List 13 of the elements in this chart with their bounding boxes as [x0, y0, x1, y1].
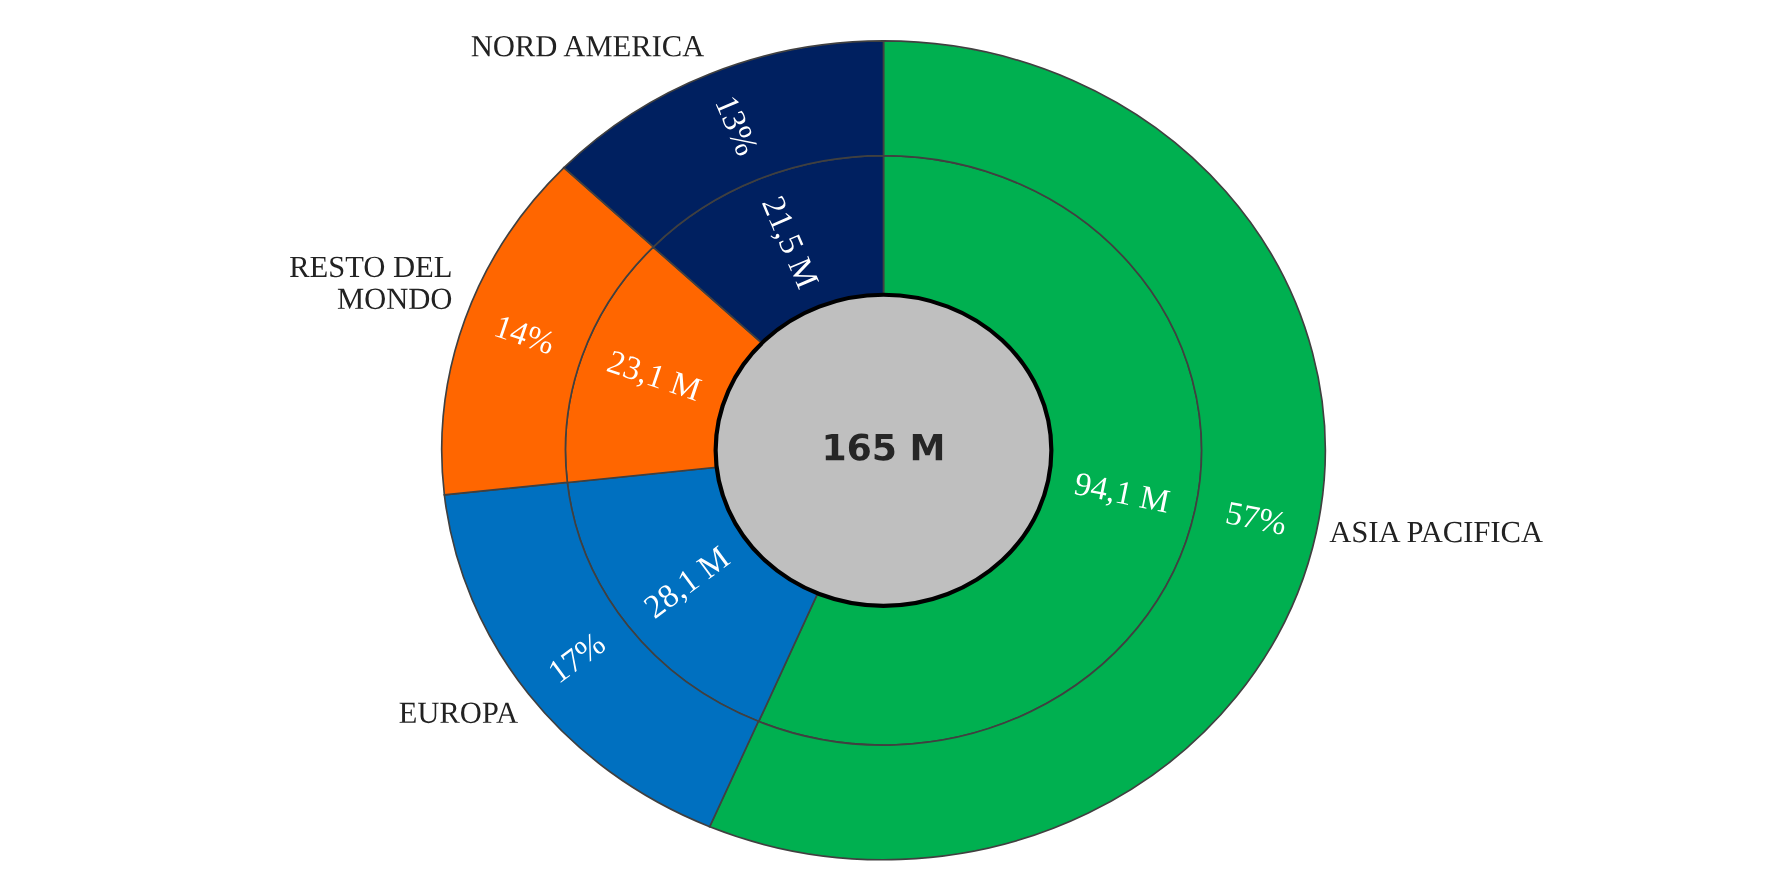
- data-label: 94,1 M: [1072, 472, 1171, 518]
- slice-label: EUROPA: [399, 702, 518, 724]
- data-label: 23,1 M: [604, 349, 703, 406]
- data-label: 57%: [1225, 501, 1288, 536]
- slice-label: ASIA PACIFICA: [1329, 521, 1543, 543]
- data-label: 13%: [715, 95, 759, 158]
- slice-label: RESTO DEL MONDO: [290, 256, 452, 310]
- data-label: 28,1 M: [642, 545, 735, 623]
- data-label: 14%: [494, 315, 557, 355]
- text: 165 M: [825, 433, 943, 461]
- data-label: 21,5 M: [757, 194, 820, 292]
- slice-label: NORD AMERICA: [471, 36, 705, 57]
- data-label: 17%: [547, 631, 607, 684]
